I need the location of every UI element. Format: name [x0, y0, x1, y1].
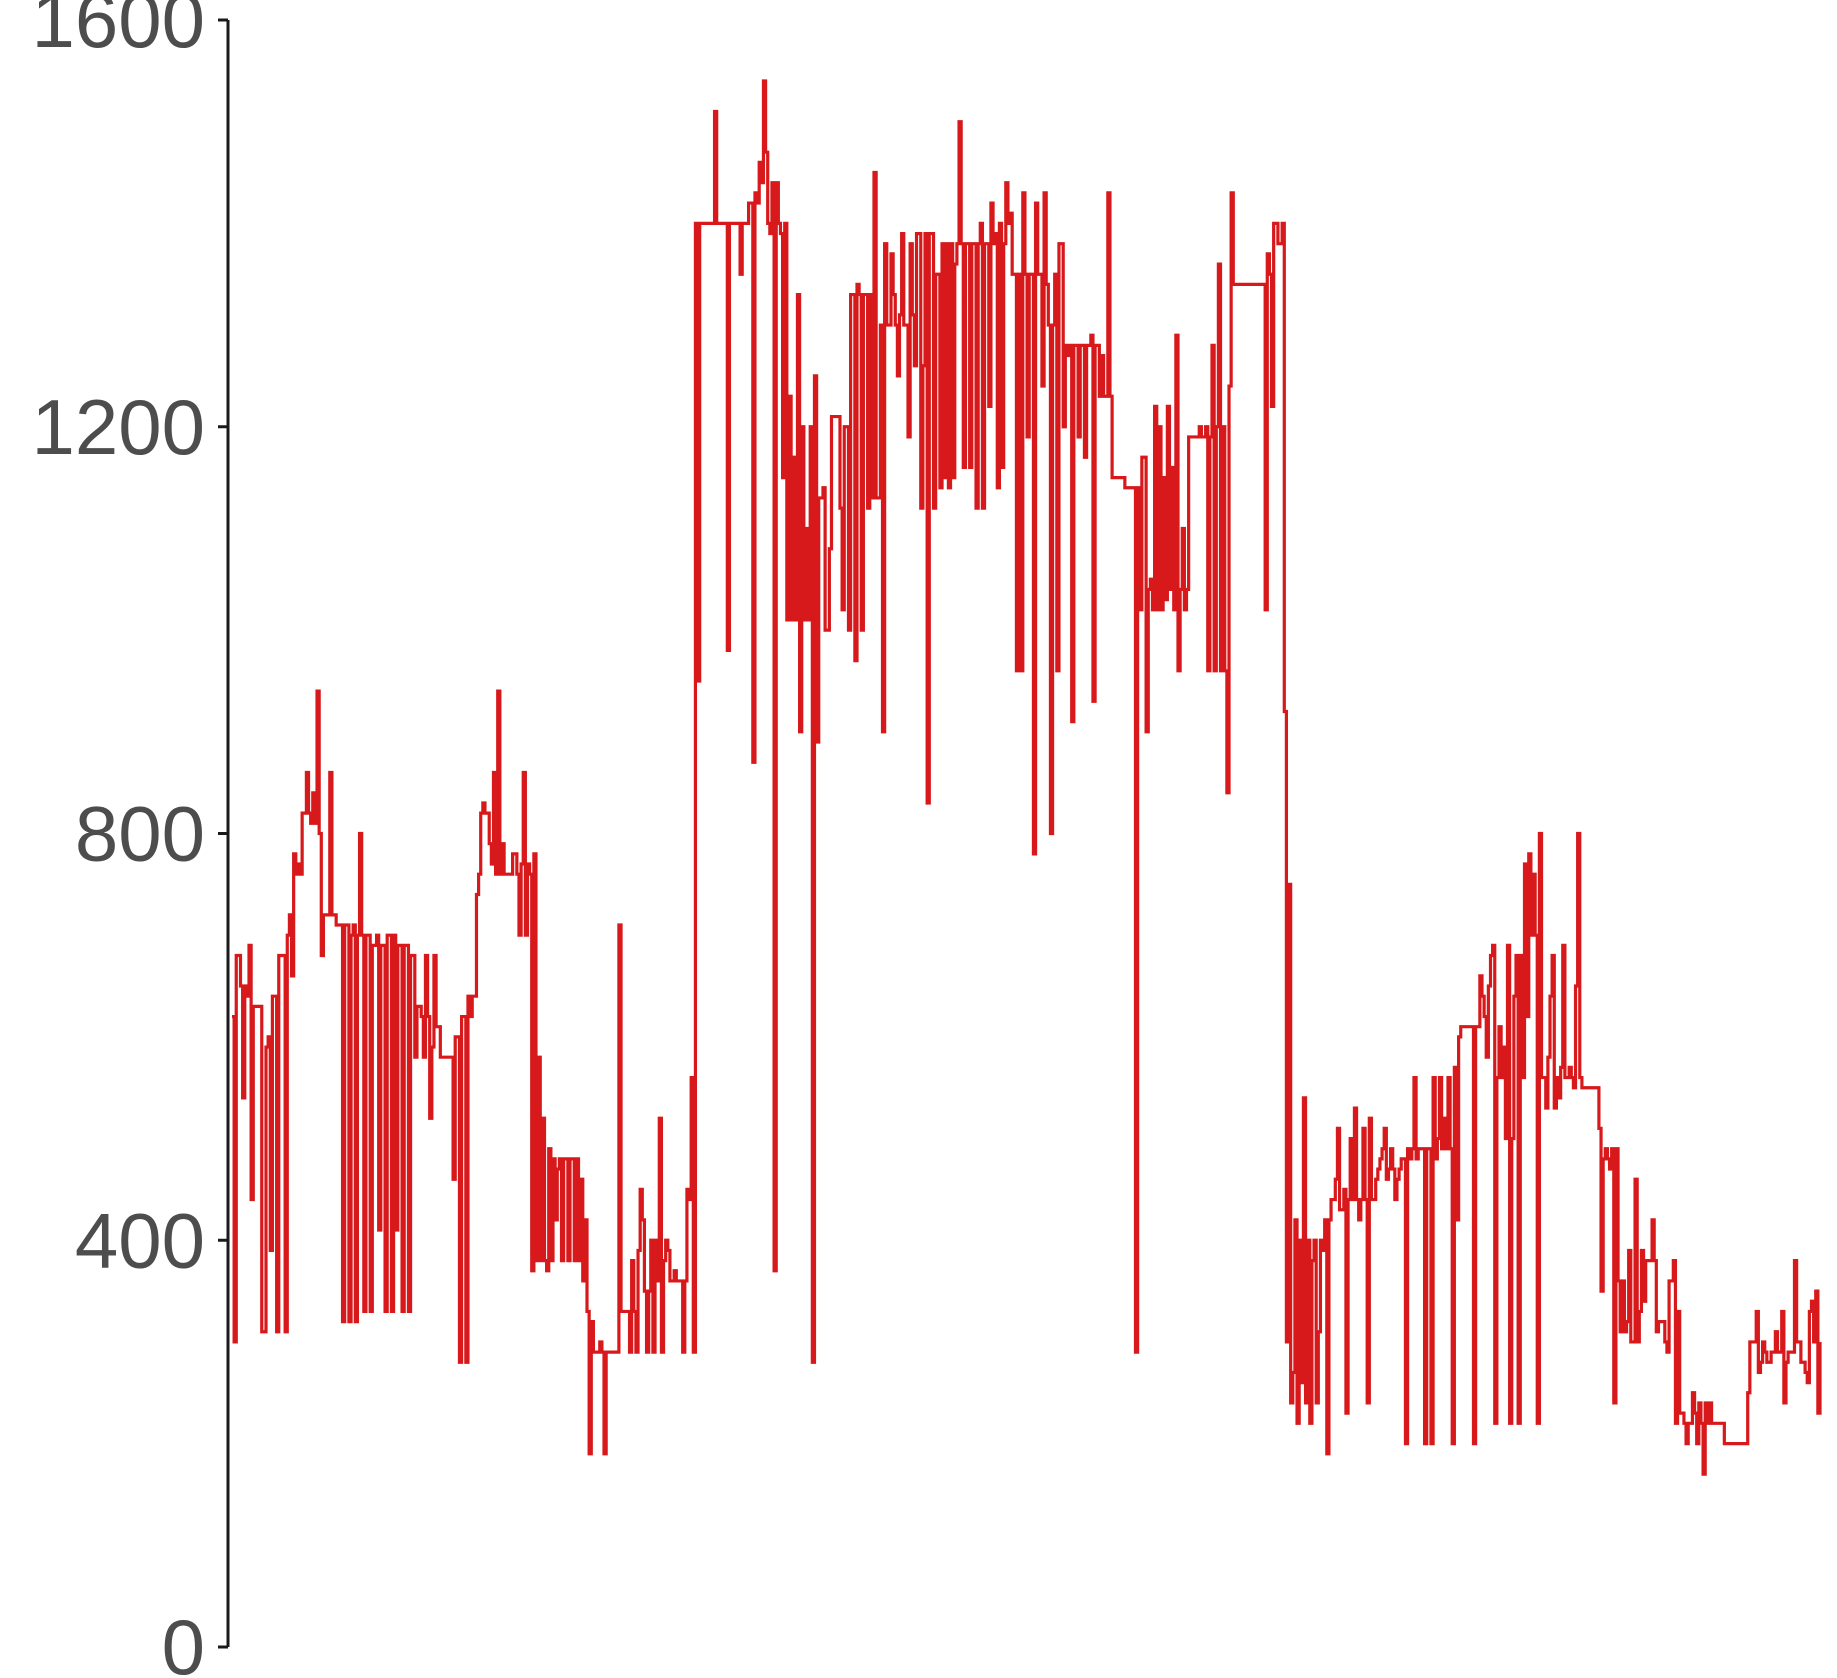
- y-tick-label: 400: [75, 1196, 205, 1284]
- y-tick-label: 800: [75, 790, 205, 878]
- y-tick-label: 1600: [31, 0, 205, 64]
- series-line: [232, 79, 1822, 1476]
- y-axis-ticks: 0 400 800 1200 1600: [31, 0, 228, 1678]
- y-tick-label: 1200: [31, 383, 205, 471]
- y-tick-label: 0: [162, 1603, 205, 1678]
